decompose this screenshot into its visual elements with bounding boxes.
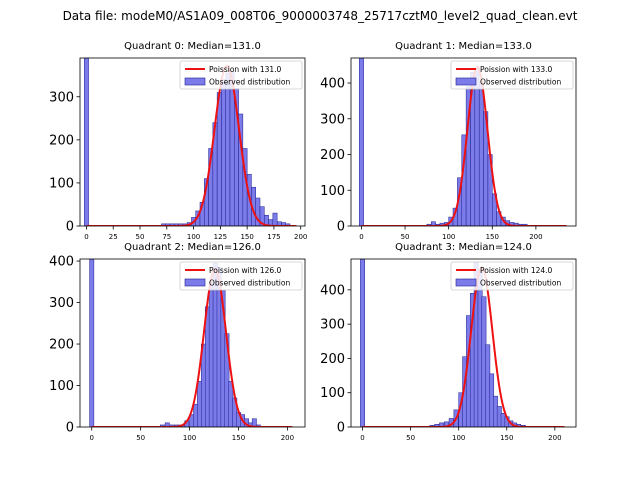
x-tick-label: 0 — [84, 233, 88, 241]
histogram-bar-zero — [359, 58, 364, 226]
histogram-bar — [208, 281, 214, 427]
y-tick-label: 200 — [320, 352, 345, 367]
y-tick-label: 0 — [66, 220, 74, 235]
figure-title: Data file: modeM0/AS1A09_008T06_90000037… — [63, 9, 578, 23]
y-tick-label: 100 — [320, 386, 345, 401]
axes-frame — [79, 57, 306, 227]
legend-hist-swatch — [184, 278, 206, 287]
poisson-curve — [362, 266, 565, 427]
y-tick-label: 200 — [49, 133, 74, 148]
histogram-bar-zero — [360, 259, 365, 427]
y-tick-label: 400 — [320, 283, 345, 298]
legend-curve-label: Poission with 131.0 — [209, 65, 282, 74]
legend-box — [450, 60, 574, 90]
y-tick-label: 0 — [337, 220, 345, 235]
histogram-bar — [478, 82, 484, 226]
histogram-bar — [272, 212, 278, 226]
legend-box — [179, 60, 303, 90]
x-tick-label: 200 — [281, 434, 294, 442]
axes-frame — [79, 258, 306, 428]
y-tick-label: 400 — [49, 255, 74, 270]
histogram-bar — [197, 381, 202, 427]
legend-box — [179, 261, 303, 291]
subplot-title: Quadrant 1: Median=133.0 — [395, 41, 532, 52]
histogram-bar — [444, 421, 449, 427]
axes-frame — [350, 57, 577, 227]
legend-hist-label: Observed distribution — [209, 279, 290, 288]
y-tick-label: 100 — [49, 379, 74, 394]
y-tick-label: 200 — [49, 338, 74, 353]
subplot-title: Quadrant 3: Median=124.0 — [395, 242, 532, 253]
x-tick-label: 125 — [214, 233, 227, 241]
legend-hist-swatch — [455, 278, 477, 287]
x-tick-label: 100 — [452, 434, 465, 442]
x-tick-label: 100 — [187, 233, 200, 241]
histogram-bar — [216, 92, 222, 226]
x-tick-label: 150 — [500, 434, 513, 442]
x-tick-label: 50 — [406, 434, 415, 442]
subplot-quadrant-0: 0 100 200 300 0 25 50 75 100 125 150 175 200 Quadrant… — [49, 41, 307, 241]
legend-curve-label: Poission with 124.0 — [480, 266, 553, 275]
x-tick-label: 25 — [109, 233, 118, 241]
legend-hist-swatch — [184, 77, 206, 86]
x-tick-label: 175 — [267, 233, 280, 241]
legend-hist-label: Observed distribution — [480, 78, 561, 87]
histogram-bar — [204, 306, 210, 427]
histogram-bar — [221, 79, 226, 226]
legend-curve-label: Poission with 126.0 — [209, 266, 282, 275]
x-tick-label: 50 — [136, 233, 145, 241]
y-tick-label: 300 — [320, 318, 345, 333]
y-tick-label: 400 — [320, 77, 345, 92]
subplot-title: Quadrant 2: Median=126.0 — [124, 242, 261, 253]
y-tick-label: 100 — [49, 176, 74, 191]
poisson-curve — [91, 268, 293, 427]
y-tick-label: 300 — [49, 90, 74, 105]
x-tick-label: 0 — [359, 233, 363, 241]
x-tick-label: 150 — [486, 233, 499, 241]
x-tick-label: 200 — [294, 233, 307, 241]
x-tick-label: 0 — [90, 434, 94, 442]
x-tick-label: 200 — [548, 434, 561, 442]
plot-area — [360, 259, 565, 427]
histogram-bar — [193, 403, 199, 427]
x-tick-label: 100 — [442, 233, 455, 241]
legend-hist-label: Observed distribution — [209, 78, 290, 87]
legend-curve-label: Poission with 133.0 — [480, 65, 553, 74]
histogram-bar-zero — [84, 58, 89, 226]
subplot-quadrant-3: 0 100 200 300 400 0 50 100 150 200 Quadrant 3: Med… — [320, 242, 577, 442]
histogram-bar — [225, 72, 231, 226]
y-tick-label: 200 — [320, 148, 345, 163]
poisson-curve — [361, 65, 567, 226]
histogram-bar — [251, 418, 257, 427]
x-tick-label: 150 — [240, 233, 253, 241]
legend-box — [450, 261, 574, 291]
histogram-bar — [159, 424, 165, 427]
poisson-curve — [86, 64, 297, 226]
x-tick-label: 50 — [401, 233, 410, 241]
x-tick-label: 0 — [360, 434, 364, 442]
y-tick-label: 300 — [49, 296, 74, 311]
x-tick-label: 200 — [529, 233, 542, 241]
y-tick-label: 100 — [320, 184, 345, 199]
legend-hist-label: Observed distribution — [480, 279, 561, 288]
legend-hist-swatch — [455, 77, 477, 86]
axes-frame — [350, 258, 577, 428]
x-tick-label: 75 — [162, 233, 171, 241]
histogram-bar-zero — [89, 259, 95, 427]
y-tick-label: 0 — [337, 421, 345, 436]
y-tick-label: 0 — [66, 421, 74, 436]
subplot-quadrant-1: 0 100 200 300 400 0 50 100 150 200 Quadrant 1: Med… — [320, 41, 577, 241]
subplot-title: Quadrant 0: Median=131.0 — [124, 41, 261, 52]
x-tick-label: 50 — [136, 434, 145, 442]
x-tick-label: 100 — [183, 434, 196, 442]
x-tick-label: 150 — [232, 434, 245, 442]
histogram-bar — [285, 223, 291, 226]
subplot-quadrant-2: 0 100 200 300 400 0 50 100 150 200 Quadrant 2: Med… — [49, 242, 306, 442]
plot-area — [359, 58, 567, 226]
histogram-bar — [474, 68, 480, 226]
y-tick-label: 300 — [320, 112, 345, 127]
